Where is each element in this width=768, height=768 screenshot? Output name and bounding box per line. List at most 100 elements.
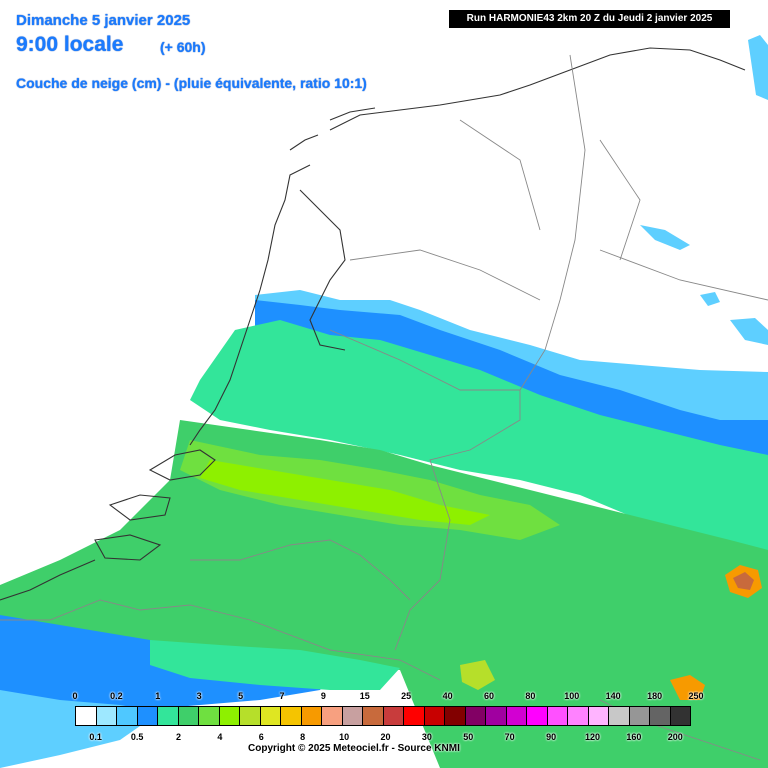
forecast-date: Dimanche 5 janvier 2025: [16, 12, 191, 29]
legend-swatch: [587, 706, 609, 726]
border-nl-be: [190, 539, 411, 601]
legend-swatches: [75, 706, 691, 726]
coast-ijsselmeer: [299, 189, 346, 351]
legend-swatch: [177, 706, 199, 726]
legend-swatch: [546, 706, 568, 726]
legend-tick-label: 140: [605, 691, 621, 701]
coast-west-holland: [189, 164, 311, 446]
legend-tick-label: 100: [564, 691, 580, 701]
color-legend: 0 0.2 1 3 5 7 9 15 25 40 60 80 100 140 180 250 0.1 0.5 2 4…: [72, 690, 703, 748]
legend-tick-label: 30: [421, 732, 432, 742]
snow-band-bright: [200, 460, 490, 525]
legend-swatch: [239, 706, 261, 726]
legend-swatch: [505, 706, 527, 726]
legend-swatch: [608, 706, 630, 726]
legend-tick-label: 40: [442, 691, 453, 701]
border-de-2: [599, 139, 641, 261]
legend-swatch: [321, 706, 343, 726]
legend-tick-label: 4: [217, 732, 223, 742]
legend-tick-label: 10: [339, 732, 350, 742]
legend-swatch: [280, 706, 302, 726]
legend-tick-label: 25: [401, 691, 412, 701]
snow-hotspot-southeast: [670, 675, 705, 700]
legend-tick-label: 6: [258, 732, 264, 742]
legend-swatch: [485, 706, 507, 726]
coast-zeeland-1: [148, 449, 216, 481]
legend-tick-label: 180: [647, 691, 663, 701]
snow-band-south-teal: [150, 640, 400, 690]
legend-tick-label: 160: [626, 732, 642, 742]
legend-tick-label: 15: [359, 691, 370, 701]
coast-zeeland-2: [108, 494, 171, 521]
coast-zeeland-3: [94, 534, 162, 561]
legend-swatch: [669, 706, 691, 726]
legend-tick-label: 3: [196, 691, 202, 701]
legend-tick-label: 200: [667, 732, 683, 742]
legend-tick-label: 0.1: [89, 732, 102, 742]
coastlines: [0, 47, 746, 601]
legend-swatch: [444, 706, 466, 726]
legend-tick-label: 60: [483, 691, 495, 701]
border-prov-2: [349, 249, 541, 301]
snow-hotspot-east-core: [733, 572, 754, 590]
legend-tick-label: 0: [72, 691, 78, 701]
legend-swatch: [136, 706, 158, 726]
legend-swatch: [198, 706, 220, 726]
legend-swatch: [116, 706, 138, 726]
border-prov-1: [459, 119, 541, 231]
legend-tick-label: 120: [584, 732, 601, 742]
legend-tick-label: 0.5: [130, 732, 144, 742]
legend-swatch: [567, 706, 589, 726]
legend-swatch: [300, 706, 322, 726]
legend-tick-label: 7: [279, 691, 285, 701]
coast-wadden-2: [289, 134, 319, 151]
legend-tick-label: 9: [320, 691, 326, 701]
legend-swatch: [628, 706, 650, 726]
border-prov-3: [329, 329, 520, 391]
legend-swatch: [157, 706, 179, 726]
coast-north-holland: [329, 47, 746, 131]
legend-tick-label: 2: [175, 732, 182, 742]
forecast-local-time: 9:00 locale: [16, 33, 124, 56]
snow-patch-ne2: [730, 318, 768, 345]
legend-swatch: [362, 706, 384, 726]
coast-wadden-1: [329, 107, 376, 121]
legend-swatch: [423, 706, 445, 726]
legend-swatch: [341, 706, 363, 726]
snow-band-teal: [190, 320, 768, 560]
legend-swatch: [75, 706, 97, 726]
legend-tick-label: 8: [300, 732, 306, 742]
legend-swatch: [403, 706, 425, 726]
model-run-label: Run HARMONIE43 2km 20 Z du Jeudi 2 janvi…: [449, 10, 730, 28]
legend-tick-label: 0.2: [110, 691, 123, 701]
legend-tick-label: 250: [688, 691, 704, 701]
snow-patch-ne3: [748, 35, 768, 100]
legend-swatch: [526, 706, 548, 726]
borders: [0, 54, 768, 761]
border-be-fr: [0, 599, 441, 681]
legend-tick-label: 5: [238, 691, 244, 701]
forecast-lead-time: (+ 60h): [160, 39, 206, 55]
legend-swatch: [649, 706, 671, 726]
variable-title: Couche de neige (cm) - (pluie équivalent…: [16, 75, 367, 91]
snow-patch-ne1: [640, 225, 690, 250]
legend-tick-label: 80: [525, 691, 536, 701]
snow-band-green: [0, 420, 768, 768]
legend-tick-label: 1: [155, 691, 161, 701]
legend-swatch: [382, 706, 404, 726]
legend-swatch: [95, 706, 117, 726]
legend-swatch: [259, 706, 281, 726]
legend-tick-label: 50: [463, 732, 474, 742]
legend-tick-label: 90: [546, 732, 557, 742]
legend-swatch: [464, 706, 486, 726]
coast-belgium: [0, 559, 96, 601]
legend-tick-label: 70: [504, 732, 515, 742]
copyright-notice: Copyright © 2025 Meteociel.fr - Source K…: [248, 743, 460, 754]
snow-patch-ne4: [700, 292, 720, 306]
border-nl-de: [394, 54, 586, 651]
legend-swatch: [218, 706, 240, 726]
border-de-1: [599, 249, 768, 301]
legend-tick-label: 20: [380, 732, 391, 742]
snow-hotspot-south: [460, 660, 495, 690]
